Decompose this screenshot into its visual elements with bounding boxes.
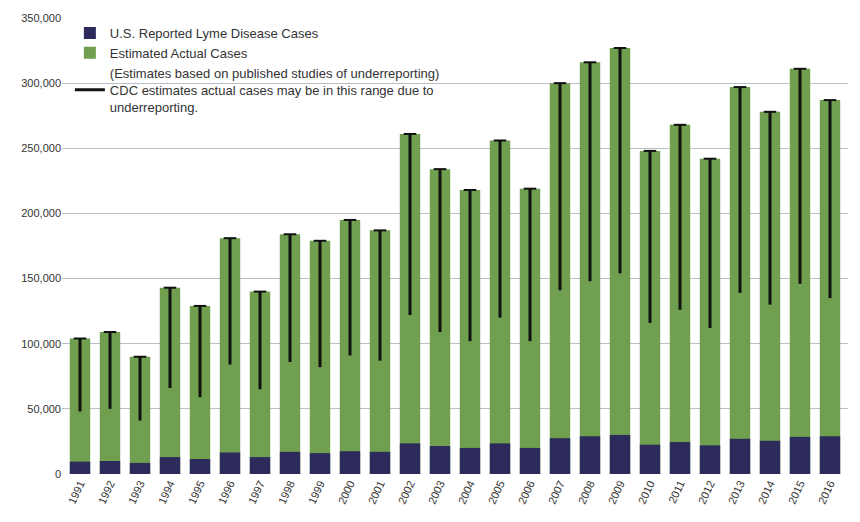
svg-text:1996: 1996 bbox=[216, 479, 237, 506]
svg-text:2016: 2016 bbox=[816, 479, 837, 506]
svg-text:2002: 2002 bbox=[396, 479, 417, 506]
svg-text:1992: 1992 bbox=[96, 479, 117, 506]
svg-text:0: 0 bbox=[55, 468, 61, 480]
svg-text:1998: 1998 bbox=[276, 479, 297, 506]
svg-text:2006: 2006 bbox=[516, 479, 537, 506]
svg-text:1991: 1991 bbox=[66, 479, 87, 506]
svg-text:2011: 2011 bbox=[666, 479, 687, 506]
svg-text:2001: 2001 bbox=[366, 479, 387, 506]
svg-text:2015: 2015 bbox=[786, 479, 807, 506]
svg-text:2009: 2009 bbox=[606, 479, 627, 506]
svg-text:200,000: 200,000 bbox=[21, 207, 61, 219]
svg-text:2005: 2005 bbox=[486, 479, 507, 506]
svg-text:2000: 2000 bbox=[336, 479, 357, 506]
svg-text:Estimated Actual Cases: Estimated Actual Cases bbox=[110, 46, 248, 61]
svg-text:150,000: 150,000 bbox=[21, 272, 61, 284]
svg-text:2010: 2010 bbox=[636, 479, 657, 506]
svg-text:300,000: 300,000 bbox=[21, 77, 61, 89]
svg-text:1994: 1994 bbox=[156, 479, 177, 506]
svg-text:2012: 2012 bbox=[696, 479, 717, 506]
svg-text:50,000: 50,000 bbox=[27, 403, 61, 415]
svg-text:100,000: 100,000 bbox=[21, 338, 61, 350]
svg-text:1995: 1995 bbox=[186, 479, 207, 506]
svg-text:250,000: 250,000 bbox=[21, 142, 61, 154]
svg-text:2004: 2004 bbox=[456, 479, 477, 506]
svg-text:2008: 2008 bbox=[576, 479, 597, 506]
svg-text:2014: 2014 bbox=[756, 479, 777, 506]
svg-text:2003: 2003 bbox=[426, 479, 447, 506]
svg-text:350,000: 350,000 bbox=[21, 12, 61, 24]
svg-text:2013: 2013 bbox=[726, 479, 747, 506]
svg-text:2007: 2007 bbox=[546, 479, 567, 506]
svg-text:(Estimates based on published: (Estimates based on published studies of… bbox=[110, 66, 440, 115]
svg-text:1997: 1997 bbox=[246, 479, 267, 506]
svg-text:U.S. Reported Lyme Disease Cas: U.S. Reported Lyme Disease Cases bbox=[110, 26, 319, 41]
svg-text:1993: 1993 bbox=[126, 479, 147, 506]
svg-text:1999: 1999 bbox=[306, 479, 327, 506]
